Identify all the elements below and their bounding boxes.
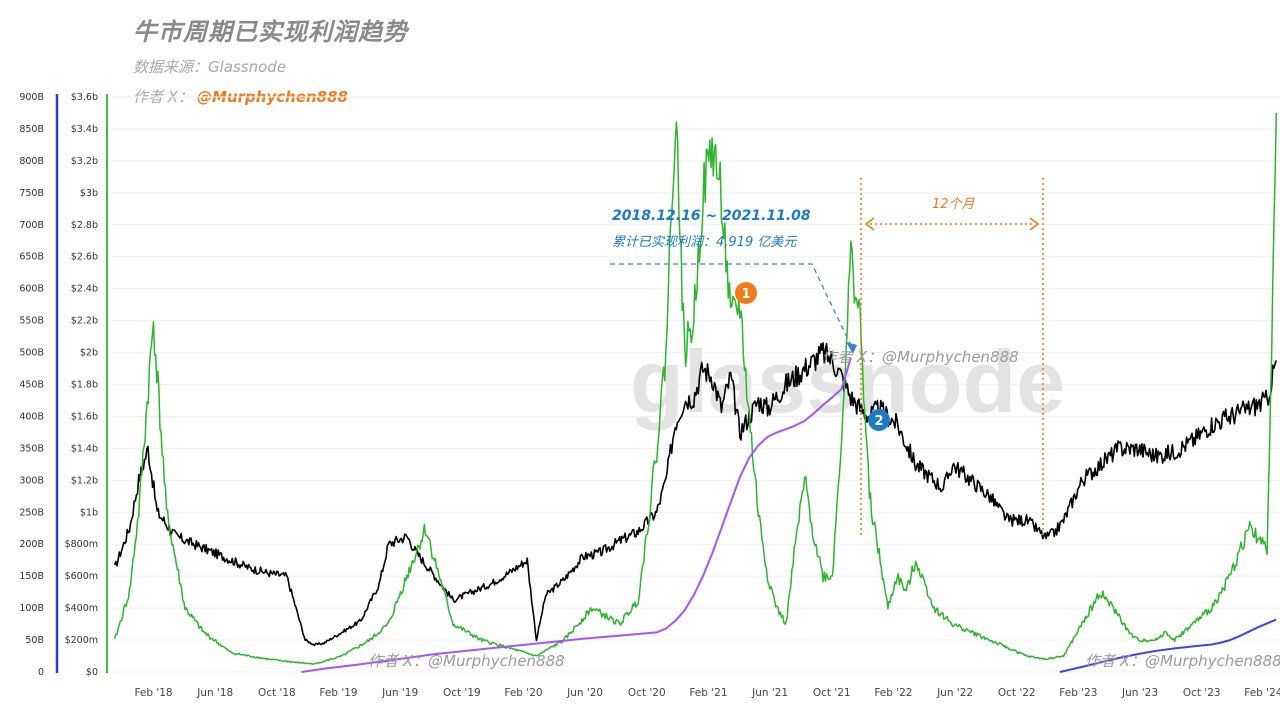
usd-tick-label: $1b bbox=[80, 507, 98, 518]
x-tick-label: Feb '24 bbox=[1244, 687, 1280, 699]
left-tick-label: 150B bbox=[19, 571, 44, 582]
left-tick-label: 800B bbox=[19, 156, 44, 167]
x-tick-label: Feb '23 bbox=[1059, 687, 1097, 699]
usd-tick-label: $3b bbox=[80, 188, 98, 199]
usd-tick-label: $3.4b bbox=[71, 124, 98, 135]
usd-tick-label: $800m bbox=[65, 539, 98, 550]
x-tick-label: Oct '20 bbox=[628, 687, 666, 699]
series-line-realized-profit bbox=[113, 112, 1278, 666]
watermark-text: 作者 X：@Murphychen888 bbox=[822, 348, 1019, 366]
annotation-cumulative-profit: 累计已实现利润：4,919 亿美元 bbox=[612, 234, 797, 250]
left-tick-label: 850B bbox=[19, 124, 44, 135]
annotation-pointer bbox=[610, 263, 854, 351]
watermark-text: 作者 X：@Murphychen888 bbox=[1085, 652, 1280, 670]
x-tick-label: Jun '21 bbox=[751, 687, 788, 699]
usd-tick-label: $1.8b bbox=[71, 380, 98, 391]
usd-tick-label: $3.6b bbox=[71, 92, 98, 103]
usd-tick-label: $0 bbox=[86, 667, 98, 678]
x-tick-label: Oct '21 bbox=[813, 687, 851, 699]
usd-tick-label: $2.4b bbox=[71, 284, 98, 295]
usd-tick-label: $3.2b bbox=[71, 156, 98, 167]
pointer-arrow-icon bbox=[846, 342, 857, 354]
data-source: 数据来源：Glassnode bbox=[133, 58, 287, 76]
usd-axis-ticks: $0 $200m $400m $600m $800m $1b $1.2b $1.4b $1.6b… bbox=[65, 92, 98, 678]
left-tick-label: 450B bbox=[19, 380, 44, 391]
x-tick-label: Feb '19 bbox=[319, 687, 357, 699]
x-tick-label: Jun '20 bbox=[566, 687, 603, 699]
left-tick-label: 600B bbox=[19, 284, 44, 295]
right-arrow-icon bbox=[1029, 217, 1040, 231]
marker-2-label: 2 bbox=[874, 414, 883, 429]
x-tick-label: Feb '21 bbox=[689, 687, 727, 699]
usd-tick-label: $1.4b bbox=[71, 443, 98, 454]
marker-1-label: 1 bbox=[741, 287, 750, 302]
left-tick-label: 300B bbox=[19, 475, 44, 486]
x-tick-label: Feb '18 bbox=[134, 687, 172, 699]
left-tick-label: 500B bbox=[19, 348, 44, 359]
x-tick-label: Jun '19 bbox=[381, 687, 418, 699]
left-tick-label: 700B bbox=[19, 220, 44, 231]
left-tick-label: 900B bbox=[19, 92, 44, 103]
usd-tick-label: $2.8b bbox=[71, 220, 98, 231]
page-title: 牛市周期已实现利润趋势 bbox=[133, 18, 408, 46]
x-tick-label: Feb '22 bbox=[874, 687, 912, 699]
left-arrow-icon bbox=[864, 217, 875, 231]
usd-tick-label: $1.2b bbox=[71, 475, 98, 486]
annotation-date-range: 2018.12.16 ~ 2021.11.08 bbox=[612, 208, 811, 224]
left-tick-label: 100B bbox=[19, 603, 44, 614]
usd-tick-label: $2b bbox=[80, 348, 98, 359]
left-tick-label: 650B bbox=[19, 252, 44, 263]
left-tick-label: 750B bbox=[19, 188, 44, 199]
left-tick-label: 400B bbox=[19, 411, 44, 422]
x-tick-label: Oct '22 bbox=[998, 687, 1036, 699]
marker-1-badge bbox=[735, 282, 757, 304]
x-tick-label: Jun '23 bbox=[1121, 687, 1158, 699]
series-line-cumulative-2023 bbox=[1059, 618, 1277, 673]
gridlines bbox=[111, 96, 1280, 673]
usd-tick-label: $600m bbox=[65, 571, 98, 582]
usd-tick-label: $2.2b bbox=[71, 316, 98, 327]
x-axis-ticks: Feb '18 Jun '18 Oct '18 Feb '19 Jun '19 Oct '… bbox=[134, 687, 1280, 699]
series-line-price bbox=[113, 342, 1278, 647]
usd-tick-label: $200m bbox=[65, 635, 98, 646]
usd-tick-label: $400m bbox=[65, 603, 98, 614]
x-tick-label: Feb '20 bbox=[504, 687, 542, 699]
x-tick-label: Jun '22 bbox=[936, 687, 973, 699]
left-tick-label: 550B bbox=[19, 316, 44, 327]
left-tick-label: 0 bbox=[38, 667, 44, 678]
x-tick-label: Oct '18 bbox=[258, 687, 296, 699]
left-axis-ticks: 0 50B 100B 150B 200B 250B 300B 350B 400B 450B 500B… bbox=[19, 92, 44, 678]
watermark-logo: glassnode bbox=[630, 332, 1065, 431]
watermark-text: 作者 X：@Murphychen888 bbox=[368, 652, 565, 670]
left-tick-label: 200B bbox=[19, 539, 44, 550]
series-lines bbox=[113, 112, 1278, 673]
x-tick-label: Jun '18 bbox=[196, 687, 233, 699]
usd-tick-label: $1.6b bbox=[71, 411, 98, 422]
x-tick-label: Oct '19 bbox=[443, 687, 481, 699]
left-tick-label: 50B bbox=[25, 635, 44, 646]
usd-tick-label: $2.6b bbox=[71, 252, 98, 263]
series-line-cumulative-2018 bbox=[301, 357, 852, 673]
annotation-duration: 12个月 bbox=[932, 197, 976, 212]
left-tick-label: 250B bbox=[19, 507, 44, 518]
marker-2-badge bbox=[868, 409, 890, 431]
x-tick-label: Oct '23 bbox=[1183, 687, 1221, 699]
left-tick-label: 350B bbox=[19, 443, 44, 454]
